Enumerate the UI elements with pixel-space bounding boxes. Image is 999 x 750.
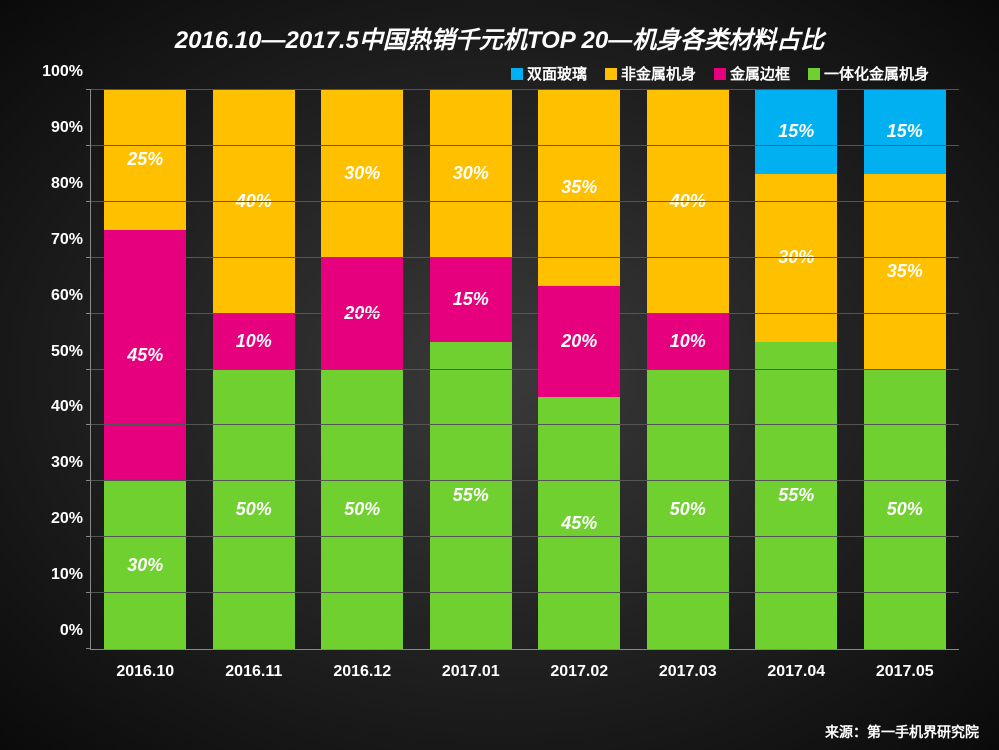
bar: 55%15%30%2017.01 <box>430 90 512 649</box>
bar-group: 30%45%25%2016.1050%10%40%2016.1150%20%30… <box>91 90 959 649</box>
y-tick-label: 80% <box>51 175 91 193</box>
bar-segment: 40% <box>213 90 295 314</box>
x-tick-label: 2017.01 <box>442 663 500 681</box>
bar: 50%10%40%2017.03 <box>647 90 729 649</box>
legend-swatch <box>605 68 617 80</box>
bar-segment: 50% <box>647 370 729 650</box>
legend-item: 一体化金属机身 <box>808 63 929 84</box>
gridline <box>91 424 959 425</box>
bar-segment: 10% <box>647 314 729 370</box>
y-tick-mark <box>86 424 91 425</box>
bar: 30%45%25%2016.10 <box>104 90 186 649</box>
gridline <box>91 313 959 314</box>
y-tick-label: 60% <box>51 287 91 305</box>
x-tick-label: 2016.12 <box>333 663 391 681</box>
y-tick-mark <box>86 480 91 481</box>
x-tick-label: 2016.11 <box>225 663 282 681</box>
bar-segment: 10% <box>213 314 295 370</box>
y-tick-mark <box>86 89 91 90</box>
x-tick-label: 2017.05 <box>876 663 934 681</box>
bar: 45%20%35%2017.02 <box>538 90 620 649</box>
bar-segment: 15% <box>864 90 946 174</box>
legend-item: 双面玻璃 <box>511 63 587 84</box>
bar-segment: 50% <box>864 370 946 650</box>
y-tick-label: 40% <box>51 398 91 416</box>
y-tick-label: 90% <box>51 119 91 137</box>
y-tick-mark <box>86 313 91 314</box>
bar: 50%35%15%2017.05 <box>864 90 946 649</box>
bar-segment: 50% <box>213 370 295 650</box>
y-tick-mark <box>86 592 91 593</box>
y-tick-mark <box>86 536 91 537</box>
gridline <box>91 257 959 258</box>
bar-segment: 40% <box>647 90 729 314</box>
legend-label: 金属边框 <box>730 63 790 84</box>
y-tick-mark <box>86 369 91 370</box>
bar-segment: 30% <box>321 90 403 258</box>
bar: 55%30%15%2017.04 <box>755 90 837 649</box>
bar-segment: 30% <box>430 90 512 258</box>
x-tick-label: 2017.02 <box>550 663 608 681</box>
x-tick-label: 2017.03 <box>659 663 717 681</box>
bar-segment: 30% <box>104 481 186 649</box>
gridline <box>91 201 959 202</box>
y-tick-label: 70% <box>51 231 91 249</box>
legend-label: 双面玻璃 <box>527 63 587 84</box>
y-tick-mark <box>86 145 91 146</box>
bar-segment: 45% <box>104 230 186 482</box>
chart-title: 2016.10—2017.5中国热销千元机TOP 20—机身各类材料占比 <box>30 20 969 55</box>
legend-item: 金属边框 <box>714 63 790 84</box>
gridline <box>91 89 959 90</box>
gridline <box>91 480 959 481</box>
y-tick-label: 30% <box>51 454 91 472</box>
bar-segment: 35% <box>864 174 946 370</box>
y-tick-mark <box>86 257 91 258</box>
legend-swatch <box>714 68 726 80</box>
bar-segment: 20% <box>538 286 620 398</box>
legend-swatch <box>808 68 820 80</box>
x-tick-label: 2017.04 <box>767 663 825 681</box>
bar-segment: 30% <box>755 174 837 342</box>
legend-item: 非金属机身 <box>605 63 696 84</box>
legend-label: 一体化金属机身 <box>824 63 929 84</box>
x-tick-label: 2016.10 <box>116 663 174 681</box>
y-tick-label: 100% <box>42 63 91 81</box>
bar: 50%10%40%2016.11 <box>213 90 295 649</box>
bar-segment: 55% <box>755 342 837 649</box>
y-tick-mark <box>86 648 91 649</box>
bar-segment: 55% <box>430 342 512 649</box>
y-tick-label: 10% <box>51 566 91 584</box>
gridline <box>91 369 959 370</box>
gridline <box>91 145 959 146</box>
plot-area: 30%45%25%2016.1050%10%40%2016.1150%20%30… <box>90 90 959 650</box>
gridline <box>91 536 959 537</box>
y-tick-label: 50% <box>51 343 91 361</box>
y-tick-mark <box>86 201 91 202</box>
bar: 50%20%30%2016.12 <box>321 90 403 649</box>
gridline <box>91 592 959 593</box>
source-label: 来源：第一手机界研究院 <box>825 722 979 742</box>
y-tick-label: 20% <box>51 510 91 528</box>
legend-label: 非金属机身 <box>621 63 696 84</box>
bar-segment: 15% <box>430 258 512 342</box>
bar-segment: 45% <box>538 397 620 649</box>
bar-segment: 25% <box>104 90 186 230</box>
y-tick-label: 0% <box>60 622 91 640</box>
legend-swatch <box>511 68 523 80</box>
chart-container: 2016.10—2017.5中国热销千元机TOP 20—机身各类材料占比 双面玻… <box>0 0 999 750</box>
bar-segment: 50% <box>321 370 403 650</box>
bar-segment: 15% <box>755 90 837 174</box>
legend: 双面玻璃 非金属机身 金属边框 一体化金属机身 <box>30 63 969 84</box>
